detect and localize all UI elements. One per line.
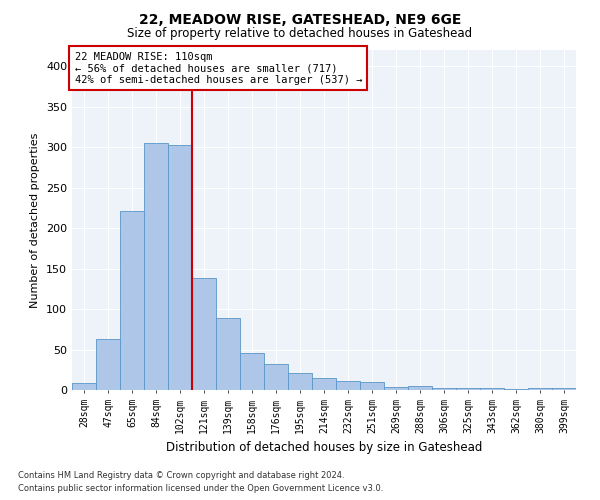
Bar <box>528 388 552 390</box>
Bar <box>432 388 456 390</box>
Bar <box>192 278 216 390</box>
Bar <box>336 381 360 390</box>
Bar <box>288 373 312 390</box>
Bar <box>144 143 168 390</box>
Bar <box>216 318 240 390</box>
Text: Contains HM Land Registry data © Crown copyright and database right 2024.: Contains HM Land Registry data © Crown c… <box>18 470 344 480</box>
Bar <box>72 382 96 390</box>
Bar <box>504 389 528 390</box>
Bar <box>240 353 264 390</box>
Bar <box>384 387 408 390</box>
Text: Size of property relative to detached houses in Gateshead: Size of property relative to detached ho… <box>127 28 473 40</box>
Bar <box>96 339 120 390</box>
Bar <box>552 388 576 390</box>
Text: 22, MEADOW RISE, GATESHEAD, NE9 6GE: 22, MEADOW RISE, GATESHEAD, NE9 6GE <box>139 12 461 26</box>
Bar <box>480 388 504 390</box>
Bar <box>312 378 336 390</box>
X-axis label: Distribution of detached houses by size in Gateshead: Distribution of detached houses by size … <box>166 441 482 454</box>
Text: Contains public sector information licensed under the Open Government Licence v3: Contains public sector information licen… <box>18 484 383 493</box>
Bar <box>168 144 192 390</box>
Bar <box>120 211 144 390</box>
Text: 22 MEADOW RISE: 110sqm
← 56% of detached houses are smaller (717)
42% of semi-de: 22 MEADOW RISE: 110sqm ← 56% of detached… <box>74 52 362 85</box>
Bar <box>264 364 288 390</box>
Bar <box>456 388 480 390</box>
Bar <box>360 382 384 390</box>
Bar <box>408 386 432 390</box>
Y-axis label: Number of detached properties: Number of detached properties <box>31 132 40 308</box>
